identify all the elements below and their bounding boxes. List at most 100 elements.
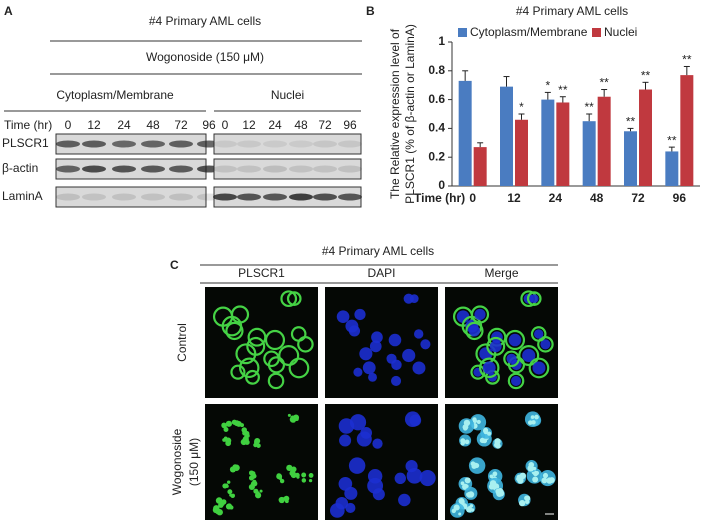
blot-band [338,165,362,173]
bar [515,119,528,186]
y-tick-label: 0.4 [428,121,445,135]
nucleus [345,502,356,513]
blot [213,158,362,180]
column-header: DAPI [367,266,395,280]
y-tick-label: 0.8 [428,63,445,77]
membrane-stain [288,357,310,379]
membrane-stain [503,350,520,368]
nucleus [371,331,383,344]
nuclear-stain [458,512,462,516]
membrane-stain [280,290,298,308]
panel-label: B [366,4,375,18]
nucleus [394,472,406,485]
legend-label: Cytoplasm/Membrane [470,25,588,39]
time-value: 0 [222,118,229,132]
blot-band [82,193,106,201]
nuclear-stain [276,473,283,480]
nucleus [468,325,481,337]
time-value: 0 [65,118,72,132]
micrograph [205,287,318,398]
membrane-stain [286,291,302,306]
nucleus [529,294,539,303]
blot-band [56,165,80,173]
nuclear-stain [481,438,488,444]
nucleus [330,503,345,518]
nuclear-stain [532,470,539,477]
membrane-stain [528,357,550,379]
nucleus [398,493,411,507]
nuclear-stain [248,470,254,476]
blot-band [112,140,136,148]
membrane-stain [263,350,280,368]
blot-band [263,193,287,201]
membrane-stain [470,364,486,380]
nuclear-stain [492,471,498,477]
y-axis-label: PLSCR1 (% of β-actin or LaminA) [403,24,417,204]
nuclear-stain [231,493,235,498]
y-tick-label: 0 [438,178,445,192]
blot-band [338,193,362,201]
nuclear-stain [541,477,548,484]
nucleus [413,329,424,339]
nucleus [524,411,541,427]
blot-band [263,165,287,173]
nuclear-stain [483,428,487,433]
column-header: PLSCR1 [238,266,285,280]
time-value: 24 [117,118,131,132]
time-value: 12 [242,118,256,132]
blot-band [141,193,165,201]
nuclear-stain [527,465,534,472]
membrane-stain [530,326,547,342]
legend-label: Nuclei [604,25,637,39]
nuclear-stain [226,480,231,484]
nucleus [362,361,376,375]
nuclear-stain [223,426,229,432]
significance: * [519,100,524,114]
row-label: LaminA [2,189,43,203]
nucleus [386,353,397,364]
significance: ** [599,76,609,90]
membrane-stain [526,291,542,306]
nuclear-stain [295,472,300,478]
nucleus [404,411,421,427]
y-axis-label: The Relative expression level of [388,28,402,199]
blot-band [213,193,237,201]
bar [556,102,570,186]
membrane-stain [230,305,250,324]
nuclear-stain [489,474,494,479]
nuclear-stain [459,499,465,505]
row-label: Wogonoside [170,428,184,495]
nuclear-stain [301,478,307,483]
nuclear-stain [287,413,291,417]
nuclear-stain [534,414,539,420]
nuclear-stain [259,489,263,493]
nuclear-stain [463,425,468,430]
blot-band [313,140,337,148]
membrane-stain [504,329,526,351]
time-value: 24 [268,118,282,132]
nucleus [344,486,358,500]
nucleus [336,310,350,324]
nuclear-stain [256,443,261,448]
nuclear-stain [532,476,539,483]
membrane-stain [290,326,307,342]
nucleus [388,333,402,347]
time-value: 48 [294,118,308,132]
nucleus [533,329,544,339]
bar [597,96,611,186]
nuclear-stain [244,439,250,445]
nucleus [522,348,536,363]
nuclear-stain [291,466,296,471]
blot-band [237,165,261,173]
blot-band [141,140,165,148]
blot-band [141,165,165,173]
blot-band [82,140,106,148]
membrane-stain [465,321,484,341]
bar [582,121,596,186]
time-value: 72 [174,118,188,132]
x-axis-label: Time (hr) [414,191,465,205]
nucleus [360,427,373,439]
significance: ** [558,83,568,97]
nucleus [402,348,416,363]
nuclear-stain [251,480,258,487]
